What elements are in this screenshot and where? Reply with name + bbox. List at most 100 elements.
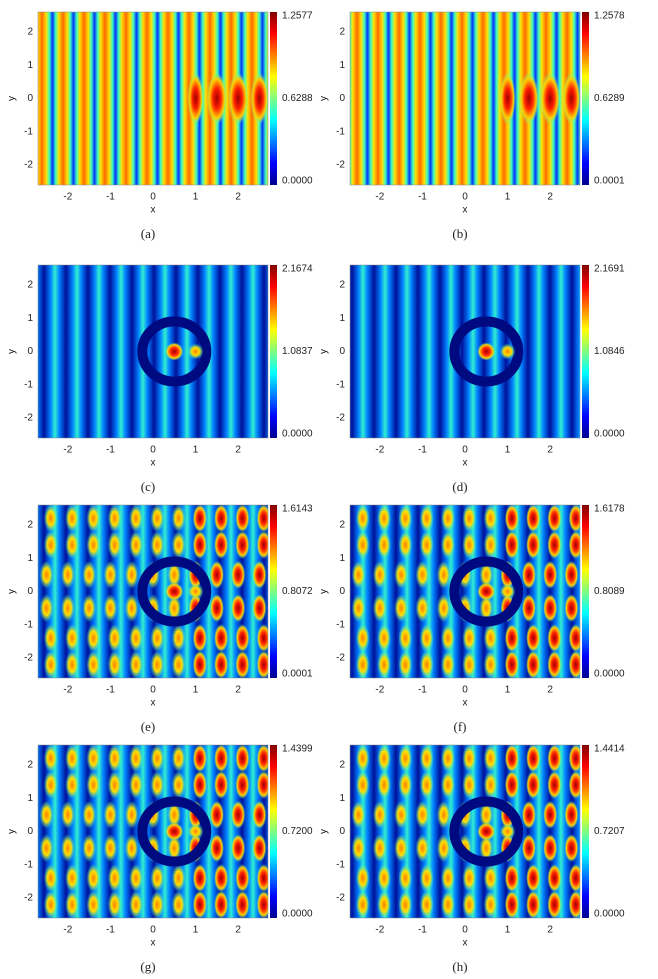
spot bbox=[415, 834, 430, 863]
spot bbox=[86, 745, 101, 773]
spot bbox=[150, 745, 165, 773]
x-tick-label: 1 bbox=[505, 445, 511, 456]
spot bbox=[564, 834, 579, 863]
x-axis-label: x bbox=[151, 205, 156, 216]
spot bbox=[43, 770, 58, 799]
spot bbox=[124, 834, 139, 863]
spot bbox=[372, 594, 387, 623]
spot bbox=[107, 864, 122, 893]
spot bbox=[483, 650, 498, 678]
spot bbox=[479, 834, 494, 863]
spot bbox=[372, 800, 387, 829]
spot bbox=[372, 834, 387, 863]
spot bbox=[568, 745, 580, 773]
spot bbox=[209, 834, 224, 863]
x-tick-label: -2 bbox=[375, 192, 384, 203]
spot bbox=[192, 890, 207, 918]
y-tick-label: -1 bbox=[24, 859, 33, 870]
y-tick-label: 1 bbox=[27, 60, 33, 71]
spot bbox=[192, 745, 207, 773]
y-tick-label: -1 bbox=[336, 126, 345, 137]
spot bbox=[60, 834, 75, 863]
spot bbox=[526, 505, 541, 533]
spot bbox=[398, 864, 413, 893]
spot bbox=[39, 560, 54, 589]
spot bbox=[231, 560, 246, 589]
spot bbox=[128, 650, 143, 678]
panel-caption: (d) bbox=[452, 479, 467, 494]
spot bbox=[150, 650, 165, 678]
hot-spot bbox=[477, 582, 496, 601]
x-tick-label: -2 bbox=[63, 685, 72, 696]
spot bbox=[256, 864, 268, 893]
colorbar-tick-label: 1.4414 bbox=[594, 744, 625, 755]
spot bbox=[568, 505, 580, 533]
spot bbox=[526, 624, 541, 653]
spot bbox=[209, 800, 224, 829]
panel: -2 -1 0 1 2 -2 -1 0 1 2 x y 0.0000 0.6288 1.2577 (a) bbox=[7, 11, 313, 241]
spot bbox=[231, 834, 246, 863]
spot bbox=[547, 890, 562, 918]
spot bbox=[192, 770, 207, 799]
spot bbox=[82, 560, 97, 589]
y-tick-label: 0 bbox=[339, 826, 345, 837]
colorbar-tick-label: 1.0846 bbox=[594, 346, 625, 357]
y-tick-label: 0 bbox=[27, 346, 33, 357]
spot bbox=[256, 624, 268, 653]
spot bbox=[65, 745, 80, 773]
spot bbox=[504, 864, 519, 893]
spot bbox=[167, 834, 182, 863]
spot bbox=[103, 560, 118, 589]
y-tick-label: -2 bbox=[24, 160, 33, 171]
spot bbox=[440, 505, 455, 533]
y-tick-label: 0 bbox=[339, 93, 345, 104]
x-tick-label: -1 bbox=[418, 192, 427, 203]
y-tick-label: 2 bbox=[27, 27, 33, 38]
spot bbox=[483, 624, 498, 653]
spot bbox=[128, 770, 143, 799]
spot bbox=[377, 530, 392, 559]
panel: -2 -1 0 1 2 -2 -1 0 1 2 x y 0.0000 1.0837 2.1674 (c) bbox=[7, 264, 313, 494]
spot bbox=[124, 800, 139, 829]
y-axis-label: y bbox=[7, 96, 18, 101]
spot bbox=[351, 834, 366, 863]
spot bbox=[86, 505, 101, 533]
spot bbox=[355, 745, 370, 773]
spot bbox=[107, 745, 122, 773]
colorbar-tick-label: 0.0001 bbox=[594, 176, 625, 187]
spot bbox=[171, 624, 186, 653]
spot bbox=[521, 560, 536, 589]
spot bbox=[419, 864, 434, 893]
y-tick-label: 2 bbox=[27, 280, 33, 291]
spot bbox=[103, 834, 118, 863]
hot-spot bbox=[499, 343, 516, 360]
spot bbox=[235, 624, 250, 653]
x-tick-label: 1 bbox=[505, 685, 511, 696]
panel-caption: (e) bbox=[141, 719, 155, 734]
heatmap-field bbox=[38, 265, 268, 438]
spot bbox=[398, 624, 413, 653]
spot bbox=[568, 890, 580, 918]
spot bbox=[483, 770, 498, 799]
spot bbox=[256, 890, 268, 918]
hot-spot bbox=[499, 583, 516, 600]
dark-ring bbox=[449, 316, 524, 387]
x-axis-label: x bbox=[463, 938, 468, 949]
spot bbox=[128, 624, 143, 653]
spot bbox=[167, 560, 182, 589]
colorbar-tick-label: 0.0000 bbox=[282, 429, 313, 440]
y-axis-label: y bbox=[7, 589, 18, 594]
spot bbox=[171, 770, 186, 799]
y-axis-label: y bbox=[319, 96, 330, 101]
spot bbox=[479, 594, 494, 623]
y-tick-label: 1 bbox=[27, 313, 33, 324]
x-tick-label: 1 bbox=[505, 192, 511, 203]
spot bbox=[543, 800, 558, 829]
spot bbox=[60, 560, 75, 589]
plot-frame bbox=[349, 11, 581, 186]
plot-frame bbox=[349, 744, 581, 919]
x-tick-label: 0 bbox=[150, 192, 156, 203]
spot bbox=[547, 745, 562, 773]
spot bbox=[398, 505, 413, 533]
colorbar bbox=[270, 265, 277, 438]
